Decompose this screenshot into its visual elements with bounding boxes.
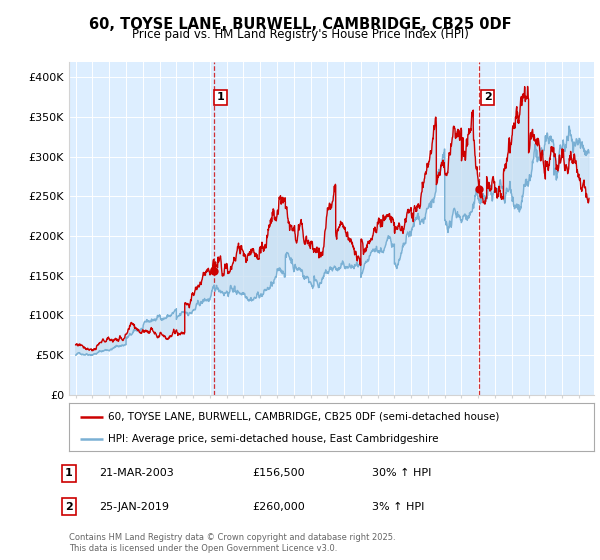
- Text: 1: 1: [217, 92, 224, 102]
- Text: 25-JAN-2019: 25-JAN-2019: [99, 502, 169, 512]
- Text: 21-MAR-2003: 21-MAR-2003: [99, 468, 174, 478]
- Text: Contains HM Land Registry data © Crown copyright and database right 2025.
This d: Contains HM Land Registry data © Crown c…: [69, 533, 395, 553]
- Text: 2: 2: [484, 92, 492, 102]
- Text: 2: 2: [65, 502, 73, 512]
- Text: 60, TOYSE LANE, BURWELL, CAMBRIDGE, CB25 0DF: 60, TOYSE LANE, BURWELL, CAMBRIDGE, CB25…: [89, 17, 511, 32]
- Text: £260,000: £260,000: [252, 502, 305, 512]
- Text: Price paid vs. HM Land Registry's House Price Index (HPI): Price paid vs. HM Land Registry's House …: [131, 28, 469, 41]
- Text: HPI: Average price, semi-detached house, East Cambridgeshire: HPI: Average price, semi-detached house,…: [109, 434, 439, 444]
- Text: 60, TOYSE LANE, BURWELL, CAMBRIDGE, CB25 0DF (semi-detached house): 60, TOYSE LANE, BURWELL, CAMBRIDGE, CB25…: [109, 412, 500, 422]
- Text: 1: 1: [65, 468, 73, 478]
- Text: £156,500: £156,500: [252, 468, 305, 478]
- Text: 3% ↑ HPI: 3% ↑ HPI: [372, 502, 424, 512]
- Text: 30% ↑ HPI: 30% ↑ HPI: [372, 468, 431, 478]
